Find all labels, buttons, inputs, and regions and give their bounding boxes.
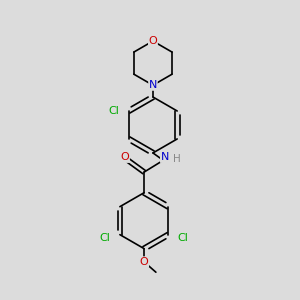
- Text: O: O: [121, 152, 129, 162]
- Text: Cl: Cl: [178, 232, 188, 243]
- Text: O: O: [140, 257, 148, 267]
- Text: H: H: [172, 154, 180, 164]
- Text: O: O: [148, 36, 157, 46]
- Text: Cl: Cl: [109, 106, 119, 116]
- Text: N: N: [160, 152, 169, 162]
- Text: Cl: Cl: [100, 232, 111, 243]
- Text: N: N: [149, 80, 157, 90]
